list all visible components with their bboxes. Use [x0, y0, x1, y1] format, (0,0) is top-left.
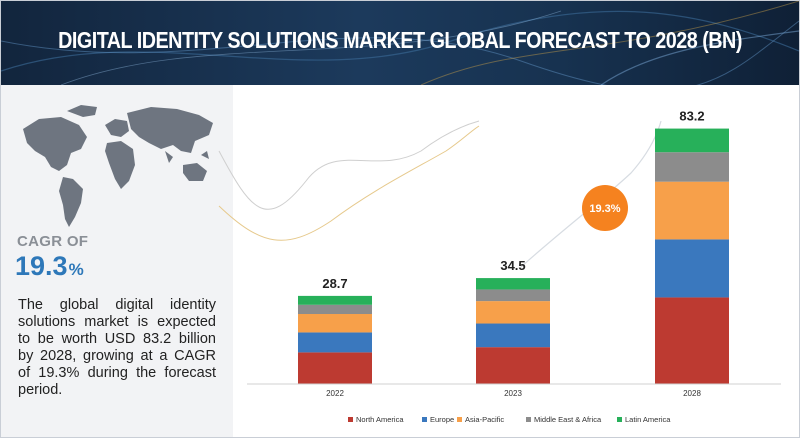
- x-tick-2022: 2022: [326, 389, 344, 398]
- legend-swatch-north-america: [348, 417, 353, 422]
- legend-label-north-america: North America: [356, 415, 404, 424]
- bars-layer: [298, 128, 729, 384]
- bar-2028-north-america: [655, 297, 729, 384]
- cagr-label: CAGR OF: [17, 233, 89, 250]
- total-label-2022: 28.7: [322, 276, 347, 291]
- bar-2028-asia-pacific: [655, 181, 729, 240]
- market-summary-text: The global digital identity solutions ma…: [18, 297, 216, 398]
- legend-swatch-asia-pacific: [457, 417, 462, 422]
- cagr-badge-text: 19.3%: [589, 203, 620, 215]
- bar-2022-latin-america: [298, 295, 372, 305]
- cagr-value: 19.3%: [15, 251, 84, 282]
- bar-2023-latin-america: [476, 278, 550, 290]
- bar-2028-middle-east-africa: [655, 152, 729, 182]
- bar-2022-europe: [298, 332, 372, 353]
- page-title: DIGITAL IDENTITY SOLUTIONS MARKET GLOBAL…: [58, 27, 742, 53]
- total-label-2023: 34.5: [500, 258, 525, 273]
- bar-2022-north-america: [298, 352, 372, 384]
- bar-2023-asia-pacific: [476, 301, 550, 324]
- x-tick-2023: 2023: [504, 389, 522, 398]
- bar-2023-middle-east-africa: [476, 289, 550, 302]
- header-light-trails: [1, 1, 799, 85]
- bar-2028-europe: [655, 239, 729, 298]
- bar-2022-middle-east-africa: [298, 304, 372, 315]
- total-labels: 28.7 34.5 83.2: [322, 109, 704, 291]
- legend-label-middle-east-africa: Middle East & Africa: [534, 415, 602, 424]
- legend-swatch-middle-east-africa: [526, 417, 531, 422]
- decorative-curve-gray: [218, 120, 480, 210]
- growth-trend-line: [520, 120, 662, 268]
- legend-swatch-latin-america: [617, 417, 622, 422]
- legend-label-asia-pacific: Asia-Pacific: [465, 415, 504, 424]
- legend-label-europe: Europe: [430, 415, 454, 424]
- bar-2028-latin-america: [655, 128, 729, 153]
- bar-2023-europe: [476, 323, 550, 348]
- header-banner: DIGITAL IDENTITY SOLUTIONS MARKET GLOBAL…: [1, 1, 799, 85]
- x-axis-ticks: 2022 2023 2028: [326, 389, 701, 398]
- cagr-unit: %: [68, 260, 84, 279]
- total-label-2028: 83.2: [679, 109, 704, 124]
- cagr-number: 19.3: [15, 251, 68, 281]
- cagr-badge: [582, 185, 628, 231]
- decorative-curve-gold: [218, 125, 480, 241]
- bar-2023-north-america: [476, 347, 550, 384]
- legend: North America Europe Asia-Pacific Middle Ea…: [348, 415, 671, 424]
- legend-swatch-europe: [422, 417, 427, 422]
- bar-2022-asia-pacific: [298, 314, 372, 333]
- x-tick-2028: 2028: [683, 389, 701, 398]
- world-map-icon: [23, 105, 213, 227]
- legend-label-latin-america: Latin America: [625, 415, 671, 424]
